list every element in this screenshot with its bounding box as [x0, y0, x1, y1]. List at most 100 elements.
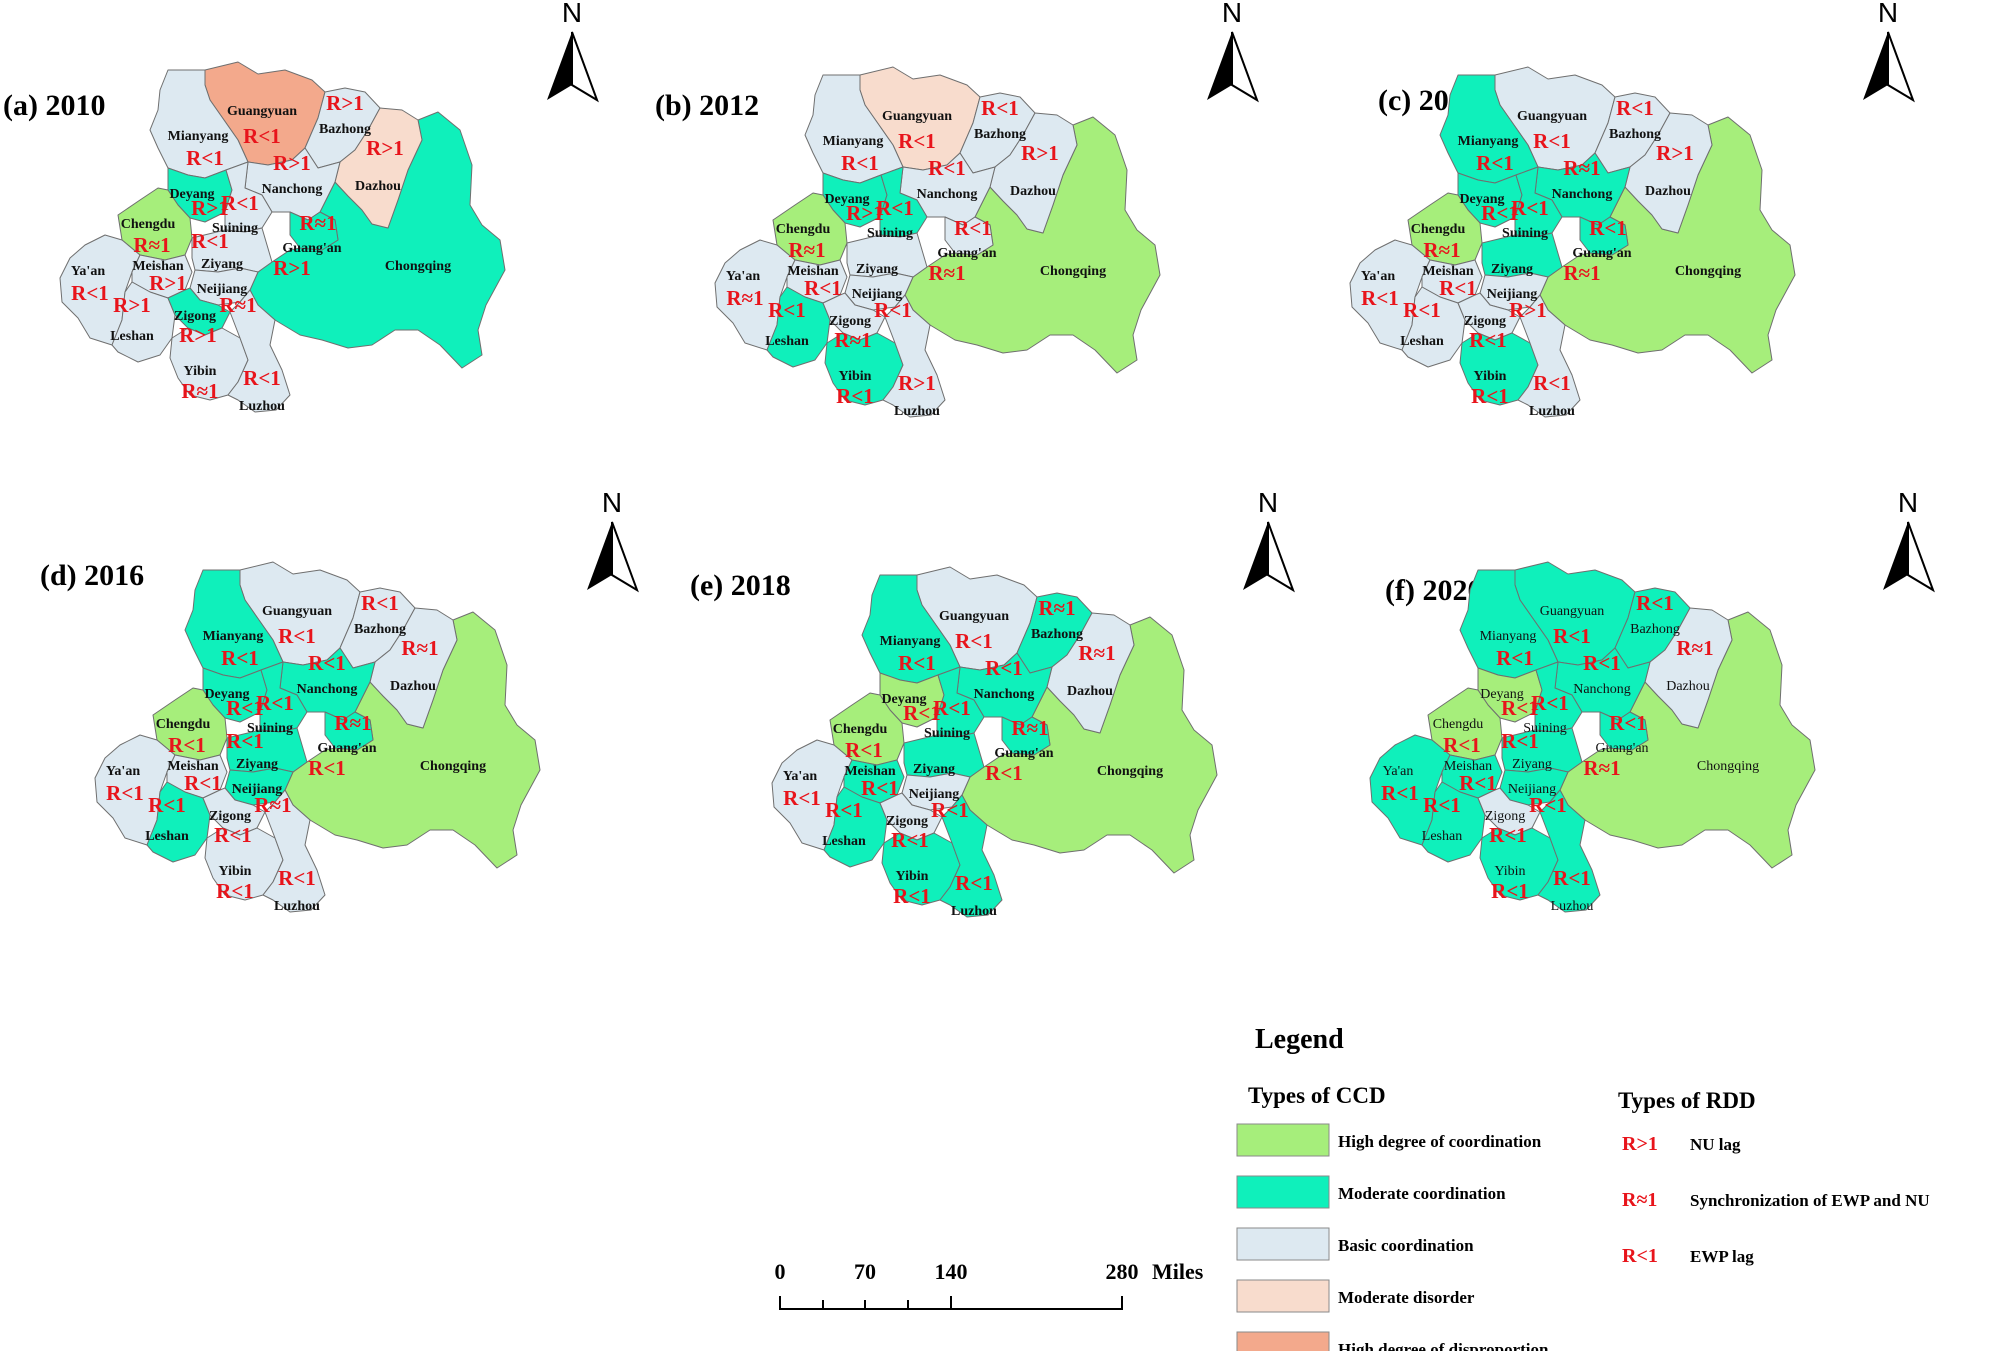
label-deyang: Deyang: [881, 692, 926, 707]
legend-rdd-label: EWP lag: [1690, 1247, 1754, 1266]
legend-ccd-label: High degree of disproportion: [1338, 1340, 1549, 1351]
north-arrow-icon: N: [1863, 0, 1915, 103]
rdd-yibin: R≈1: [181, 379, 218, 403]
label-chengdu: Chengdu: [833, 722, 888, 737]
north-label: N: [1878, 0, 1898, 28]
panel-title: (f) 2020: [1385, 574, 1482, 607]
label-dazhou: Dazhou: [390, 679, 436, 694]
rdd-zigong: R<1: [1469, 328, 1507, 352]
legend-ccd-title: Types of CCD: [1248, 1083, 1386, 1108]
rdd-guangan: R<1: [1589, 216, 1627, 240]
region-dazhou: [989, 112, 1078, 234]
rdd-bazhong: R<1: [1616, 96, 1654, 120]
region-luzhou: [1537, 789, 1601, 913]
rdd-chongqing: R>1: [273, 256, 311, 280]
rdd-chengdu: R<1: [168, 733, 206, 757]
rdd-meishan: R<1: [804, 276, 842, 300]
rdd-meishan: R<1: [184, 771, 222, 795]
rdd-nanchong: R<1: [928, 156, 966, 180]
map-panel-0: (a) 2010 N Chongqing R>1 Guangyuan R<1 Bazhong…: [3, 0, 599, 414]
label-chongqing: Chongqing: [1697, 759, 1759, 774]
rdd-dazhou: R>1: [1656, 141, 1694, 165]
label-nanchong: Nanchong: [262, 182, 323, 197]
rdd-meishan: R>1: [149, 271, 187, 295]
region-leshan: [766, 286, 831, 368]
rdd-neijiang: R≈1: [254, 793, 291, 817]
rdd-guangyuan: R<1: [955, 629, 993, 653]
rdd-nanchong: R<1: [1583, 651, 1621, 675]
rdd-dazhou: R>1: [366, 136, 404, 160]
rdd-meishan: R<1: [861, 776, 899, 800]
rdd-bazhong: R≈1: [1038, 596, 1075, 620]
legend-ccd-item-moderate_disorder: Moderate disorder: [1236, 1279, 1475, 1313]
legend-ccd-label: Basic coordination: [1338, 1236, 1474, 1255]
rdd-guangan: R≈1: [1011, 716, 1048, 740]
label-yaan: Ya'an: [71, 264, 105, 279]
label-bazhong: Bazhong: [974, 127, 1026, 142]
label-neijiang: Neijiang: [1508, 782, 1556, 797]
map-panels: (a) 2010 N Chongqing R>1 Guangyuan R<1 Bazhong…: [3, 0, 1935, 919]
panel-title: (d) 2016: [40, 559, 144, 592]
legend-swatch: [1236, 1331, 1330, 1351]
label-suining: Suining: [1502, 226, 1548, 241]
rdd-chengdu: R≈1: [133, 233, 170, 257]
rdd-mianyang: R<1: [1476, 151, 1514, 175]
label-nanchong: Nanchong: [1552, 187, 1613, 202]
label-nanchong: Nanchong: [1573, 682, 1631, 697]
label-chengdu: Chengdu: [1411, 222, 1466, 237]
label-neijiang: Neijiang: [852, 287, 903, 302]
label-guangan: Guang'an: [1572, 246, 1631, 261]
label-zigong: Zigong: [174, 309, 216, 324]
label-suining: Suining: [924, 726, 970, 741]
north-label: N: [1222, 0, 1242, 28]
legend-rdd-item-1: R≈1 Synchronization of EWP and NU: [1622, 1189, 1930, 1211]
label-bazhong: Bazhong: [1609, 127, 1661, 142]
rdd-bazhong: R<1: [361, 591, 399, 615]
rdd-yaan: R<1: [1361, 286, 1399, 310]
label-guangan: Guang'an: [1595, 741, 1648, 756]
legend-ccd-item-moderate_coordination: Moderate coordination: [1236, 1175, 1506, 1209]
rdd-neijiang: R>1: [1509, 298, 1547, 322]
region-leshan: [1421, 781, 1486, 863]
label-bazhong: Bazhong: [319, 122, 371, 137]
rdd-guangan: R<1: [1609, 711, 1647, 735]
rdd-ziyang: R<1: [226, 729, 264, 753]
label-suining: Suining: [212, 221, 258, 236]
label-leshan: Leshan: [145, 829, 189, 844]
legend-ccd-item-basic_coordination: Basic coordination: [1236, 1227, 1474, 1261]
label-mianyang: Mianyang: [823, 134, 884, 149]
rdd-luzhou: R<1: [278, 866, 316, 890]
rdd-guangyuan: R<1: [1533, 129, 1571, 153]
rdd-neijiang: R<1: [1529, 793, 1567, 817]
legend-rdd-items: R>1 NU lag R≈1 Synchronization of EWP and N…: [1622, 1133, 1930, 1267]
legend-ccd-label: Moderate disorder: [1338, 1288, 1475, 1307]
legend-ccd-item-high_disproportion: High degree of disproportion: [1236, 1331, 1549, 1351]
rdd-guangyuan: R<1: [898, 129, 936, 153]
label-neijiang: Neijiang: [1487, 287, 1538, 302]
rdd-yaan: R<1: [783, 786, 821, 810]
label-yaan: Ya'an: [783, 769, 817, 784]
rdd-guangan: R≈1: [334, 711, 371, 735]
label-dazhou: Dazhou: [1010, 184, 1056, 199]
rdd-chengdu: R≈1: [788, 238, 825, 262]
rdd-leshan: R<1: [1403, 298, 1441, 322]
label-leshan: Leshan: [1422, 829, 1462, 844]
legend: Legend Types of CCD Types of RDD High de…: [1236, 1024, 1930, 1351]
legend-rdd-item-0: R>1 NU lag: [1622, 1133, 1741, 1155]
label-chengdu: Chengdu: [156, 717, 211, 732]
north-arrow-icon: N: [587, 487, 639, 593]
rdd-deyang: R>1: [846, 201, 884, 225]
label-guangan: Guang'an: [937, 246, 996, 261]
rdd-guangyuan: R<1: [243, 124, 281, 148]
region-guangan: [1599, 711, 1649, 751]
rdd-dazhou: R≈1: [401, 636, 438, 660]
legend-swatch: [1236, 1123, 1330, 1157]
region-leshan: [111, 281, 176, 363]
rdd-guangyuan: R<1: [278, 624, 316, 648]
region-leshan: [146, 781, 211, 863]
rdd-neijiang: R<1: [874, 298, 912, 322]
rdd-dazhou: R≈1: [1078, 641, 1115, 665]
rdd-yaan: R<1: [106, 781, 144, 805]
legend-ccd-items: High degree of coordination Moderate coor…: [1236, 1123, 1549, 1351]
